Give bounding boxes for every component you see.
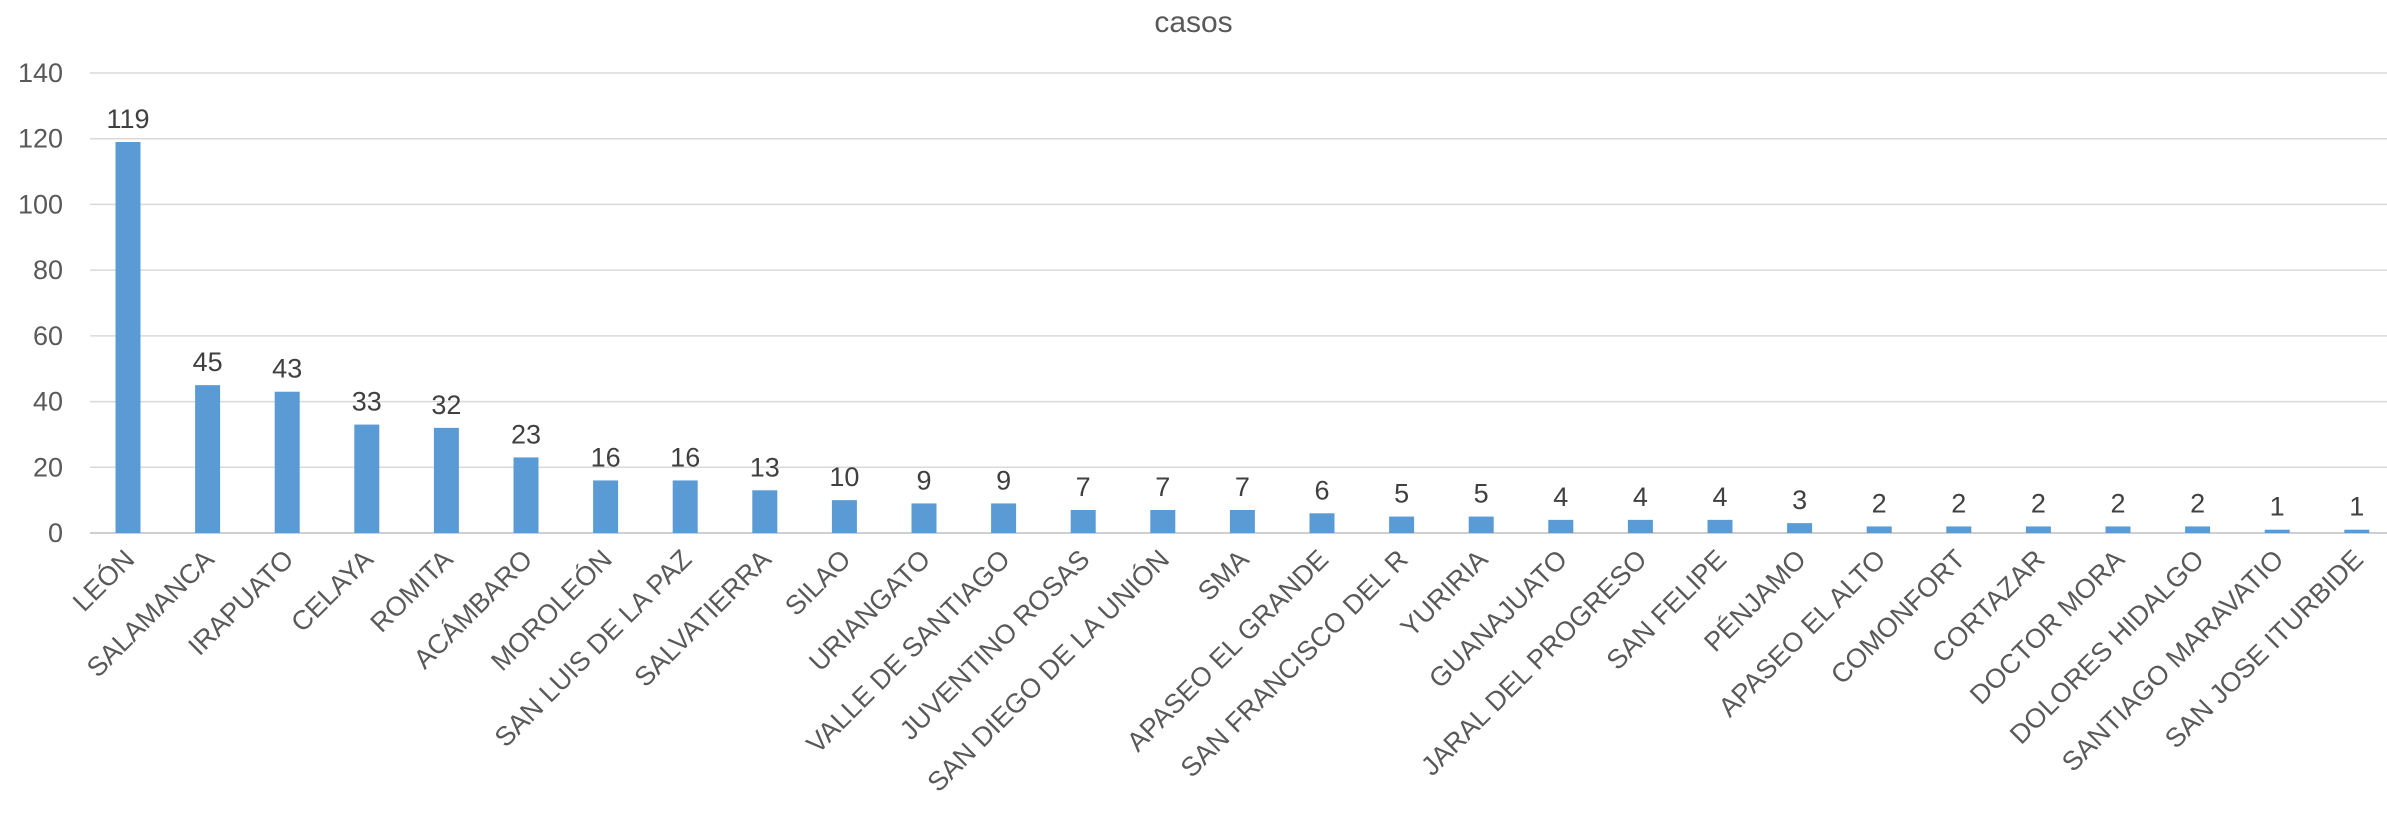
data-label: 4 <box>1553 482 1568 512</box>
y-tick-label: 0 <box>48 518 63 548</box>
data-label: 10 <box>829 462 859 492</box>
x-tick-label: GUANAJUATO <box>1423 544 1573 694</box>
bar <box>354 424 380 533</box>
y-tick-label: 140 <box>18 58 63 88</box>
data-label: 2 <box>2110 488 2125 518</box>
data-label: 32 <box>431 390 461 420</box>
x-tick-label: LEÓN <box>66 543 140 617</box>
y-tick-label: 120 <box>18 124 63 154</box>
bar <box>195 385 221 533</box>
data-label: 45 <box>193 347 223 377</box>
bar <box>911 503 937 533</box>
x-tick-label: SALVATIERRA <box>629 544 778 693</box>
bar <box>1548 519 1574 533</box>
bar <box>2264 529 2290 533</box>
data-label: 4 <box>1633 482 1648 512</box>
bar <box>1787 523 1813 533</box>
bar <box>1468 516 1494 533</box>
y-tick-label: 80 <box>33 255 63 285</box>
y-axis-ticks: 0 20 40 60 80 100 120 140 <box>18 58 63 548</box>
x-tick-label: SMA <box>1192 544 1255 607</box>
data-label: 23 <box>511 419 541 449</box>
data-label: 13 <box>750 452 780 482</box>
bar <box>752 490 778 533</box>
bar <box>1309 513 1335 533</box>
data-label: 9 <box>916 465 931 495</box>
bar <box>513 457 539 533</box>
bar <box>991 503 1017 533</box>
data-label: 2 <box>2190 488 2205 518</box>
data-label: 7 <box>1155 472 1170 502</box>
y-tick-label: 100 <box>18 189 63 219</box>
x-axis-ticks: LEÓNSALAMANCAIRAPUATOCELAYAROMITAACÁMBAR… <box>66 543 2369 797</box>
bar <box>1070 510 1096 533</box>
chart-title: casos <box>1154 6 1233 39</box>
gridlines <box>90 72 2387 534</box>
bar <box>433 427 459 533</box>
data-label: 6 <box>1314 475 1329 505</box>
data-label: 2 <box>1872 488 1887 518</box>
data-label: 16 <box>591 442 621 472</box>
data-label: 5 <box>1474 479 1489 509</box>
bar <box>2344 529 2370 533</box>
y-tick-label: 20 <box>33 452 63 482</box>
bar <box>831 500 857 533</box>
x-tick-label: COMONFORT <box>1825 544 1971 690</box>
data-label: 7 <box>1235 472 1250 502</box>
y-tick-label: 40 <box>33 387 63 417</box>
bar <box>115 142 141 533</box>
bar <box>593 480 619 533</box>
bar <box>1229 510 1255 533</box>
data-label: 4 <box>1712 482 1727 512</box>
data-label: 119 <box>106 104 149 134</box>
bar <box>1627 519 1653 533</box>
data-label: 5 <box>1394 479 1409 509</box>
data-label: 3 <box>1792 485 1807 515</box>
bar <box>672 480 698 533</box>
data-label: 43 <box>272 354 302 384</box>
bar <box>2185 526 2211 533</box>
data-label: 2 <box>1951 488 1966 518</box>
bar <box>1946 526 1972 533</box>
data-label: 1 <box>2270 492 2285 522</box>
bar <box>2025 526 2051 533</box>
data-label: 2 <box>2031 488 2046 518</box>
data-label: 33 <box>352 387 382 417</box>
bar <box>1707 519 1733 533</box>
data-label: 7 <box>1076 472 1091 502</box>
data-label: 9 <box>996 465 1011 495</box>
bar <box>1150 510 1176 533</box>
bar <box>274 391 300 533</box>
bar <box>1866 526 1892 533</box>
x-tick-label: CELAYA <box>285 544 379 638</box>
y-tick-label: 60 <box>33 321 63 351</box>
x-tick-label: SILAO <box>779 544 856 621</box>
bar <box>2105 526 2131 533</box>
data-label: 16 <box>670 442 700 472</box>
data-label: 1 <box>2349 492 2364 522</box>
bar <box>1389 516 1415 533</box>
bars <box>115 142 2370 533</box>
